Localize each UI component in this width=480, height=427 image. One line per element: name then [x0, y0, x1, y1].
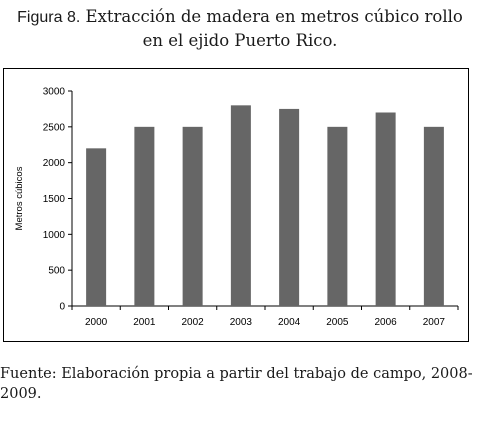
bar-2002 [182, 126, 203, 306]
y-tick-label: 0 [59, 302, 65, 313]
figure-caption: Figura 8. Extracción de madera en metros… [0, 5, 480, 52]
caption-line-2: en el ejido Puerto Rico. [142, 31, 338, 50]
x-tick-label: 2003 [230, 317, 253, 328]
x-tick-label: 2000 [85, 317, 108, 328]
y-tick-label: 3000 [43, 87, 66, 98]
caption-line-1: Figura 8. Extracción de madera en metros… [0, 5, 480, 29]
bar-2007 [423, 126, 444, 306]
bar-chart: 0 500 1000 1500 2000 2500 3000 Metros cúbicos 20… [14, 87, 459, 328]
y-axis-title: Metros cúbicos [14, 166, 25, 230]
y-tick-label: 2500 [43, 122, 66, 133]
x-tick-label: 2002 [182, 317, 205, 328]
y-tick-label: 1000 [43, 230, 66, 241]
source-note: Fuente: Elaboración propia a partir del … [0, 366, 473, 402]
x-tick-label: 2005 [326, 317, 349, 328]
bar-2005 [327, 126, 348, 306]
x-tick-label: 2004 [278, 317, 301, 328]
y-tick-label: 2000 [43, 158, 66, 169]
bar-2004 [279, 108, 300, 306]
figure-label: Figura 8. [17, 9, 81, 26]
bar-2006 [375, 112, 396, 306]
y-tick-label: 500 [48, 266, 65, 277]
chart-frame: 0 500 1000 1500 2000 2500 3000 Metros cúbicos 20… [3, 68, 469, 342]
bar-2003 [230, 105, 251, 306]
y-tick-label: 1500 [43, 194, 66, 205]
x-tick-label: 2001 [133, 317, 156, 328]
figure-title: Extracción de madera en metros cúbico ro… [85, 7, 463, 26]
x-tick-label: 2006 [375, 317, 398, 328]
x-tick-label: 2007 [423, 317, 446, 328]
bar-2001 [134, 126, 155, 306]
bar-2000 [86, 148, 107, 306]
